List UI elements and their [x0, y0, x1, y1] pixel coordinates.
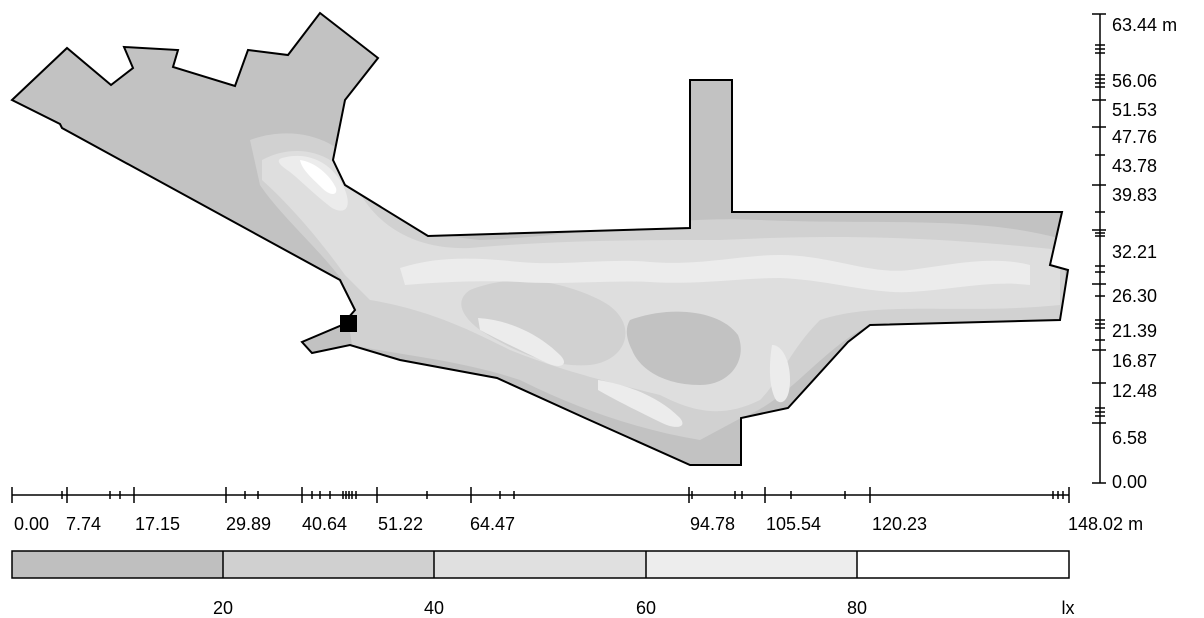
x-tick-label: 51.22: [378, 514, 423, 534]
y-axis: [1092, 13, 1106, 484]
y-tick-label: 12.48: [1112, 381, 1157, 401]
luminaire-marker: [340, 315, 357, 332]
level-60-80-region-3: [478, 318, 565, 366]
x-tick-label: 105.54: [766, 514, 821, 534]
x-tick-label: 29.89: [226, 514, 271, 534]
level-60-80-region-1: [278, 155, 348, 211]
y-tick-label: 6.58: [1112, 428, 1147, 448]
x-axis-unit: m: [1128, 514, 1143, 534]
legend-threshold-label: 60: [636, 598, 656, 618]
x-axis-labels: 0.00 7.74 17.15 29.89 40.64 51.22 64.47 …: [14, 514, 1143, 534]
legend-frame: [11, 550, 1070, 579]
level-60-80-region-5: [769, 345, 790, 403]
level-80-plus-spot: [300, 160, 337, 194]
y-tick-label: 32.21: [1112, 242, 1157, 262]
y-tick-value: 63.44: [1112, 15, 1157, 35]
level-20-40-island-center: [461, 280, 626, 366]
y-tick-label: 39.83: [1112, 185, 1157, 205]
legend-threshold-label: 40: [424, 598, 444, 618]
level-60-80-region-4: [598, 380, 683, 427]
y-axis-unit: m: [1162, 15, 1177, 35]
legend-swatch-4: [857, 551, 1069, 578]
x-tick-label: 148.02 m: [1068, 514, 1143, 534]
x-axis: [11, 487, 1070, 503]
x-tick-label: 17.15: [135, 514, 180, 534]
x-tick-label: 0.00: [14, 514, 49, 534]
y-tick-label: 47.76: [1112, 127, 1157, 147]
level-below-20-island-center: [626, 311, 741, 385]
legend-swatch-2: [434, 551, 646, 578]
x-tick-label: 64.47: [470, 514, 515, 534]
y-tick-label: 43.78: [1112, 156, 1157, 176]
y-tick-label: 16.87: [1112, 351, 1157, 371]
legend-swatch-1: [223, 551, 434, 578]
legend-swatch-3: [646, 551, 857, 578]
y-tick-label: 56.06: [1112, 71, 1157, 91]
x-tick-label: 40.64: [302, 514, 347, 534]
y-tick-label: 0.00: [1112, 472, 1147, 492]
y-axis-labels: 63.44 m 56.06 51.53 47.76 43.78 39.83 32…: [1112, 15, 1177, 492]
legend-unit: lx: [1062, 598, 1075, 618]
legend-threshold-label: 20: [213, 598, 233, 618]
y-tick-label: 63.44 m: [1112, 15, 1177, 35]
legend: 20 40 60 80 lx: [11, 550, 1075, 618]
y-tick-label: 26.30: [1112, 286, 1157, 306]
legend-swatch-0: [12, 551, 223, 578]
y-tick-label: 21.39: [1112, 321, 1157, 341]
level-60-80-region-2: [400, 255, 1030, 293]
x-tick-label: 94.78: [690, 514, 735, 534]
y-tick-label: 51.53: [1112, 100, 1157, 120]
x-tick-value: 148.02: [1068, 514, 1123, 534]
x-tick-label: 120.23: [872, 514, 927, 534]
illuminance-area: [10, 11, 1070, 466]
x-tick-label: 7.74: [66, 514, 101, 534]
area-outline: [10, 11, 1070, 466]
legend-threshold-label: 80: [847, 598, 867, 618]
